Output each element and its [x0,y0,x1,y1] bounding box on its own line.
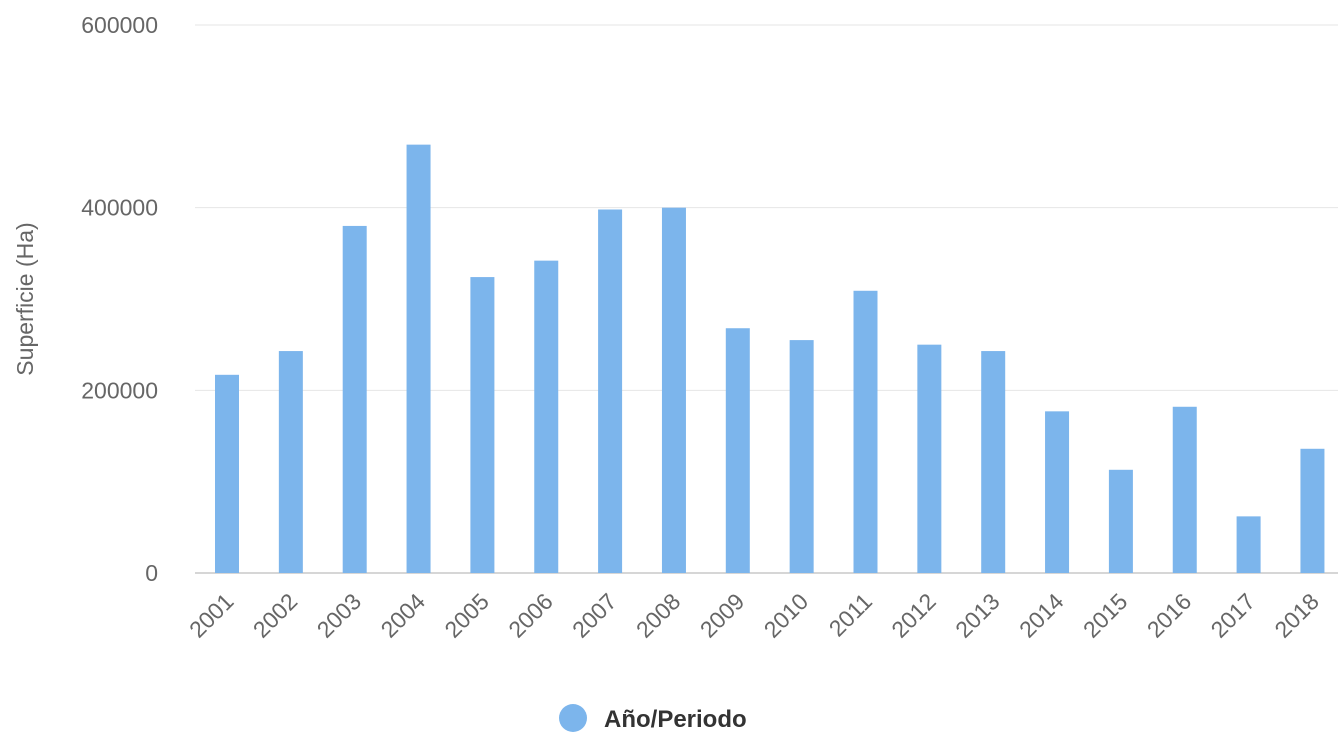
bar-2018[interactable] [1300,448,1325,573]
x-tick-label: 2008 [631,588,686,643]
bar-2016[interactable] [1172,406,1197,573]
x-tick-label: 2017 [1206,588,1261,643]
bar-2017[interactable] [1236,516,1261,573]
bar-2003[interactable] [342,225,367,573]
x-tick-label: 2013 [950,588,1005,643]
y-axis-title: Superficie (Ha) [12,222,38,375]
legend-marker [559,704,587,732]
bar-2015[interactable] [1108,469,1133,573]
bar-2014[interactable] [1045,411,1070,573]
x-tick-label: 2009 [695,588,750,643]
y-tick-label: 200000 [81,377,158,403]
bar-2001[interactable] [215,374,239,573]
bar-2011[interactable] [853,290,878,573]
x-axis-ticks: 2001 2002 2003 2004 2005 2006 2007 2008 2009 2010… [184,588,1324,643]
x-tick-label: 2003 [312,588,367,643]
gridlines [195,24,1338,574]
bar-2010[interactable] [789,340,814,573]
y-tick-label: 0 [145,560,158,586]
x-tick-label: 2005 [439,588,494,643]
x-tick-label: 2006 [503,588,558,643]
x-tick-label: 2012 [886,588,941,643]
bar-2006[interactable] [534,260,559,573]
x-tick-label: 2016 [1142,588,1197,643]
bar-2004[interactable] [406,144,431,573]
x-tick-label: 2001 [184,588,239,643]
x-tick-label: 2014 [1014,588,1069,643]
legend-label: Año/Periodo [604,706,747,733]
bar-2009[interactable] [725,328,750,573]
bars [215,144,1325,573]
x-tick-label: 2010 [759,588,814,643]
legend[interactable]: Año/Periodo [559,704,747,733]
x-tick-label: 2015 [1078,588,1133,643]
bar-2008[interactable] [661,207,686,573]
y-axis-ticks: 0 200000 400000 600000 [81,12,158,586]
x-tick-label: 2018 [1269,588,1324,643]
x-tick-label: 2011 [824,588,877,641]
bar-2005[interactable] [470,277,495,573]
y-tick-label: 600000 [81,12,158,38]
x-tick-label: 2004 [376,588,431,643]
x-tick-label: 2007 [567,588,622,643]
x-tick-label: 2002 [248,588,303,643]
y-tick-label: 400000 [81,195,158,221]
bar-2013[interactable] [981,351,1006,573]
bar-2012[interactable] [917,344,942,573]
bar-2007[interactable] [598,209,623,573]
bar-2002[interactable] [278,351,303,573]
